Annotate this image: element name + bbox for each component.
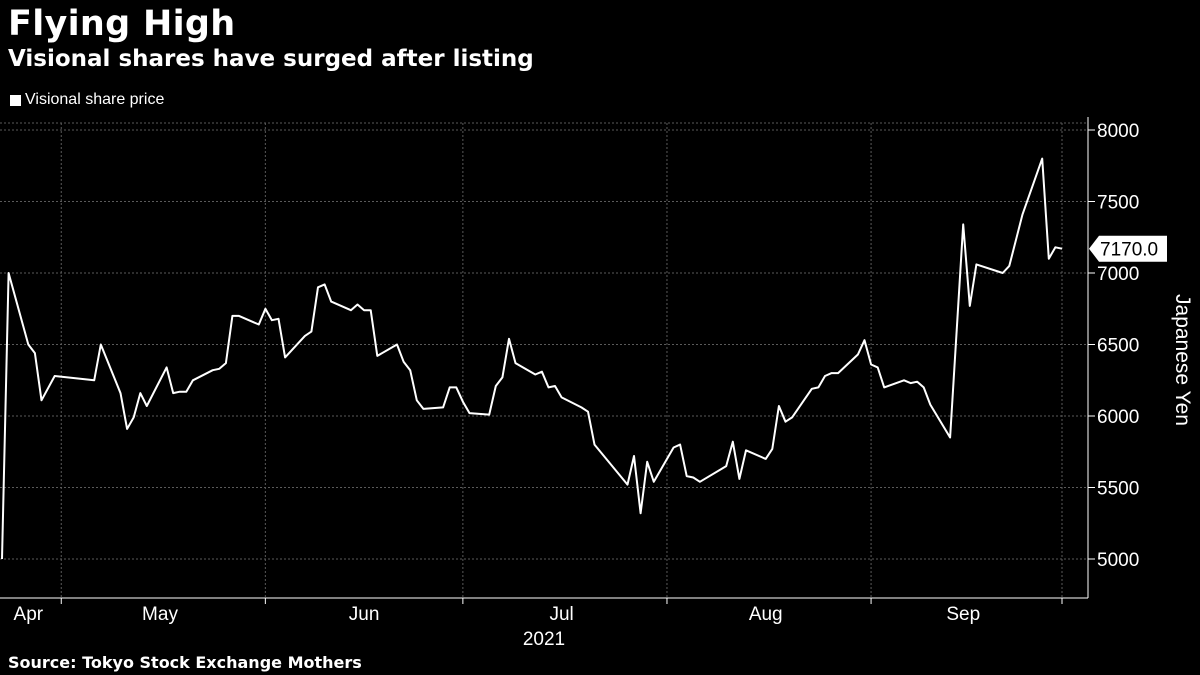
chart-subtitle: Visional shares have surged after listin…	[8, 46, 534, 72]
y-axis-ticks: 5000 5500 6000 6500 7000 7500 8000	[1088, 121, 1139, 571]
x-tick-label-jun: Jun	[349, 604, 380, 625]
x-axis-ticks: Apr May Jun Jul Aug Sep	[14, 598, 1063, 625]
grid-lines	[0, 122, 1088, 598]
last-value-box	[1089, 235, 1167, 262]
chart-title: Flying High	[8, 4, 236, 44]
series-layer	[1, 157, 1063, 560]
axes	[0, 117, 1089, 599]
y-tick-label-5000: 5000	[1097, 550, 1139, 571]
y-tick-label-7500: 7500	[1097, 193, 1139, 214]
x-axis-year-label: 2021	[523, 629, 565, 650]
x-tick-label-sep: Sep	[946, 604, 980, 625]
y-tick-label-6500: 6500	[1097, 336, 1139, 357]
chart-legend: Visional share price	[10, 91, 164, 109]
y-tick-label-6000: 6000	[1097, 407, 1139, 428]
series-line-visional	[1, 157, 1063, 560]
y-tick-label-8000: 8000	[1097, 121, 1139, 142]
x-tick-label-apr: Apr	[14, 604, 44, 625]
last-value-layer: 7170.0	[1089, 235, 1167, 262]
x-tick-label-aug: Aug	[749, 604, 783, 625]
x-tick-label-jul: Jul	[549, 604, 573, 625]
source-note: Source: Tokyo Stock Exchange Mothers	[8, 653, 362, 672]
x-tick-label-may: May	[142, 604, 178, 625]
y-tick-label-5500: 5500	[1097, 479, 1139, 500]
y-tick-label-7000: 7000	[1097, 264, 1139, 285]
legend-swatch	[10, 94, 21, 106]
last-value-label: 7170.0	[1100, 240, 1158, 261]
legend-label: Visional share price	[25, 91, 165, 108]
y-axis-label: Japanese Yen	[1171, 294, 1194, 426]
